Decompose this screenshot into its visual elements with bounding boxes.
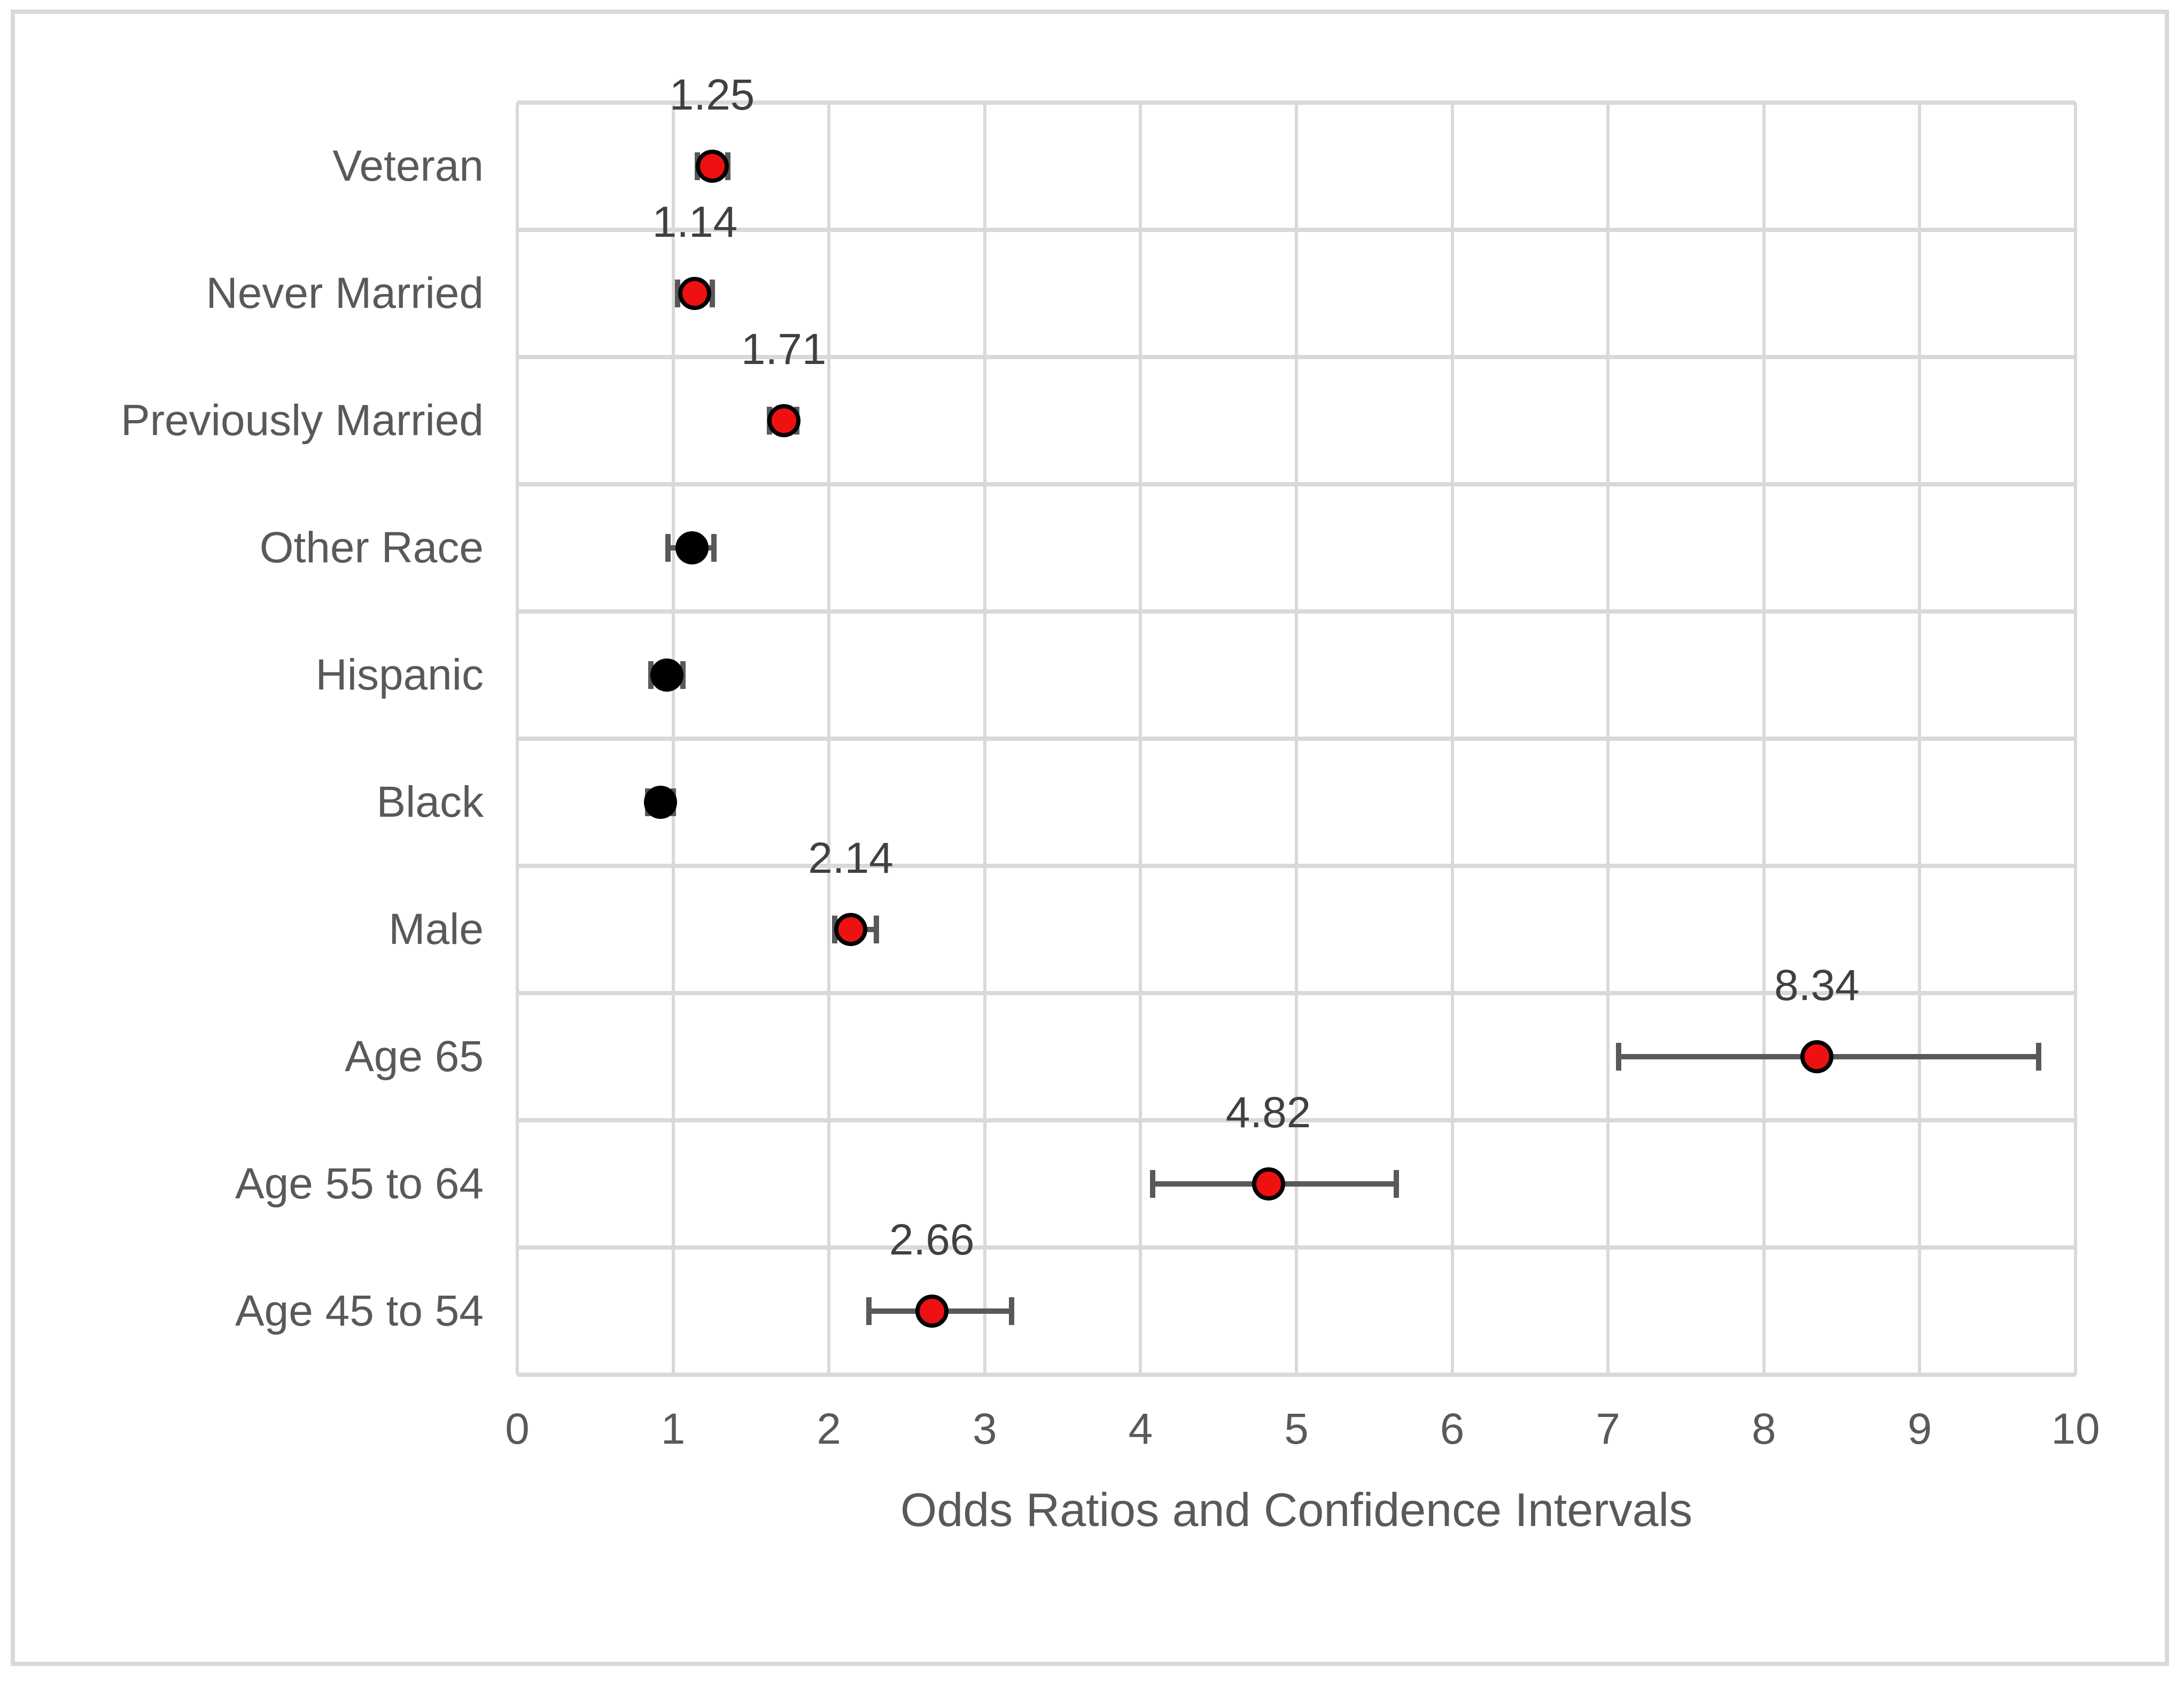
error-bar-cap-right <box>711 534 717 562</box>
x-tick-label: 10 <box>2051 1405 2100 1453</box>
value-label: 1.14 <box>652 198 738 246</box>
value-label: 1.25 <box>669 71 755 119</box>
category-label: Previously Married <box>121 396 484 445</box>
category-label: Age 65 <box>345 1032 484 1081</box>
category-label: Other Race <box>259 523 484 572</box>
gridline-horizontal <box>517 100 2076 105</box>
error-bar-cap-left <box>866 1297 872 1325</box>
gridline-horizontal <box>517 737 2076 741</box>
marker-dot-red <box>915 1295 949 1328</box>
value-label: 2.66 <box>889 1215 975 1264</box>
marker-dot-red <box>678 277 712 310</box>
x-tick-label: 0 <box>505 1405 530 1453</box>
gridline-horizontal <box>517 355 2076 359</box>
category-label: Age 45 to 54 <box>235 1287 484 1335</box>
error-bar-cap-left <box>674 280 680 307</box>
gridline-horizontal <box>517 482 2076 486</box>
error-bar-cap-left <box>665 534 671 562</box>
gridline-vertical <box>2074 103 2077 1375</box>
value-label: 2.14 <box>808 834 893 882</box>
error-bar-cap-right <box>1394 1170 1400 1198</box>
x-tick-label: 8 <box>1751 1405 1776 1453</box>
gridline-horizontal <box>517 609 2076 614</box>
gridline-horizontal <box>517 991 2076 995</box>
gridline-horizontal <box>517 864 2076 868</box>
x-tick-label: 6 <box>1440 1405 1465 1453</box>
x-tick-label: 1 <box>660 1405 686 1453</box>
value-label: 8.34 <box>1774 961 1860 1010</box>
marker-dot-black <box>644 786 678 819</box>
category-label: Black <box>376 778 484 826</box>
category-label: Male <box>388 905 484 954</box>
x-tick-label: 3 <box>972 1405 997 1453</box>
category-label: Age 55 to 64 <box>235 1159 484 1208</box>
x-tick-label: 5 <box>1284 1405 1309 1453</box>
error-bar-cap-right <box>2035 1043 2041 1071</box>
error-bar-cap-left <box>1149 1170 1155 1198</box>
marker-dot-red <box>767 404 800 437</box>
category-label: Never Married <box>206 269 484 317</box>
error-bar-cap-left <box>1615 1043 1621 1071</box>
marker-dot-black <box>650 659 683 692</box>
x-tick-label: 7 <box>1596 1405 1620 1453</box>
marker-dot-red <box>1252 1167 1285 1200</box>
category-label: Hispanic <box>315 650 484 699</box>
value-label: 1.71 <box>741 325 827 374</box>
x-tick-label: 9 <box>1907 1405 1932 1453</box>
x-tick-label: 2 <box>817 1405 841 1453</box>
marker-dot-red <box>695 150 729 183</box>
x-axis-title: Odds Ratios and Confidence Intervals <box>900 1483 1693 1536</box>
gridline-horizontal <box>517 1245 2076 1250</box>
category-label: Veteran <box>332 142 484 190</box>
gridline-horizontal <box>517 1373 2076 1377</box>
figure-border <box>11 10 2169 1666</box>
value-label: 4.82 <box>1225 1088 1311 1137</box>
marker-dot-red <box>834 913 868 946</box>
marker-dot-black <box>675 531 709 564</box>
marker-dot-red <box>1800 1040 1833 1073</box>
error-bar-cap-right <box>710 280 716 307</box>
gridline-horizontal <box>517 228 2076 232</box>
error-bar-cap-right <box>873 916 879 943</box>
x-tick-label: 4 <box>1128 1405 1153 1453</box>
gridline-horizontal <box>517 1118 2076 1122</box>
error-bar-cap-right <box>1009 1297 1015 1325</box>
